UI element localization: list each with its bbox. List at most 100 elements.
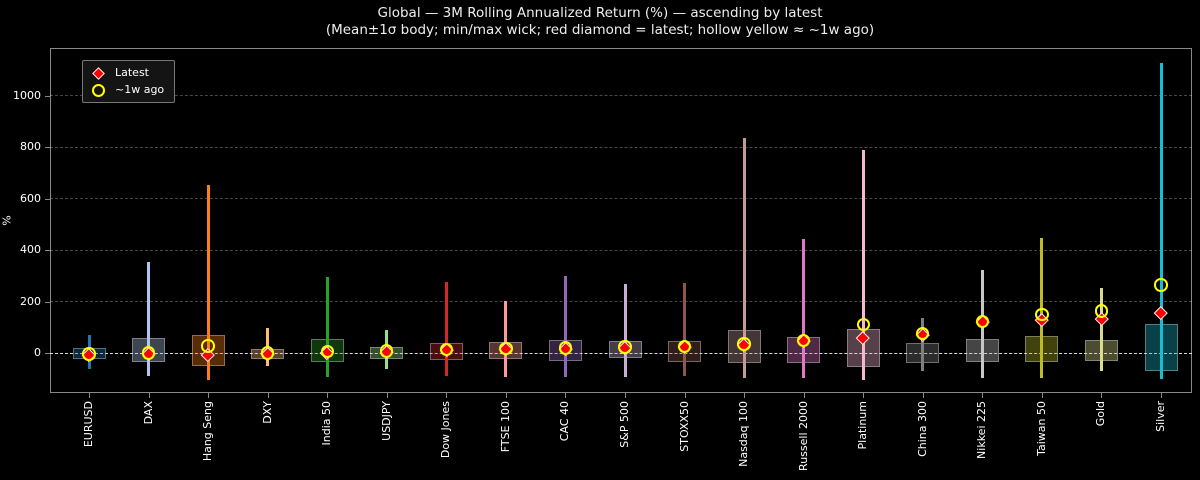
nikkei-225-x-tickmark <box>982 393 984 398</box>
platinum-x-tick-label: Platinum <box>856 401 870 450</box>
eurusd-x-tickmark <box>89 393 90 398</box>
nikkei-225-week-ago-circle <box>975 314 990 329</box>
nikkei-225-x-tick-label: Nikkei 225 <box>975 401 989 459</box>
stoxx50-minmax-wick <box>683 282 687 376</box>
s-p-500-x-tickmark <box>625 393 626 398</box>
y-tick-label-600: 600 <box>20 191 41 205</box>
dax-x-tickmark <box>148 393 150 398</box>
taiwan-50-x-tick-label: Taiwan 50 <box>1034 401 1048 456</box>
china-300-x-tickmark <box>922 393 924 398</box>
taiwan-50-week-ago-circle <box>1035 307 1049 322</box>
ftse-100-x-tick-label: FTSE 100 <box>498 401 512 453</box>
hang-seng-minmax-wick <box>206 185 210 381</box>
cac-40-x-tickmark <box>565 393 567 398</box>
legend-item-latest: Latest <box>91 66 164 80</box>
platinum-x-tickmark <box>863 393 865 398</box>
gold-minmax-wick <box>1099 287 1103 372</box>
cac-40-minmax-wick <box>563 275 567 377</box>
s-p-500-x-tick-label: S&P 500 <box>618 401 631 448</box>
gridline-400 <box>50 249 1192 251</box>
platinum-minmax-wick <box>861 149 865 381</box>
platinum-week-ago-circle <box>856 318 870 332</box>
hang-seng-week-ago-circle <box>201 339 215 353</box>
gold-x-tickmark <box>1101 393 1103 398</box>
week-ago-circle-icon <box>91 83 105 97</box>
taiwan-50-x-tickmark <box>1041 393 1043 398</box>
latest-diamond-icon <box>91 66 105 80</box>
gridline-200 <box>50 301 1192 303</box>
y-axis-label: % <box>0 215 14 226</box>
russell-2000-minmax-wick <box>802 239 806 379</box>
stoxx50-week-ago-circle <box>677 339 692 354</box>
nasdaq-100-minmax-wick <box>742 138 746 378</box>
dow-jones-x-tick-label: Dow Jones <box>439 401 453 459</box>
usdjpy-week-ago-circle <box>380 344 394 358</box>
hang-seng-x-tickmark <box>208 393 210 398</box>
china-300-week-ago-circle <box>916 327 930 341</box>
nasdaq-100-week-ago-circle <box>737 337 751 351</box>
dow-jones-minmax-wick <box>444 281 448 376</box>
eurusd-week-ago-circle <box>82 347 96 361</box>
russell-2000-x-tick-label: Russell 2000 <box>796 401 810 471</box>
y-tick-label-0: 0 <box>34 346 41 360</box>
chart-subtitle: (Mean±1σ body; min/max wick; red diamond… <box>325 22 875 38</box>
nasdaq-100-x-tick-label: Nasdaq 100 <box>737 401 751 467</box>
y-tickmark-200 <box>45 301 50 303</box>
legend-label-week-ago: ~1w ago <box>115 83 165 96</box>
dxy-x-tickmark <box>267 393 269 398</box>
gridline-1000 <box>50 95 1192 97</box>
gridline-600 <box>50 198 1192 200</box>
eurusd-x-tick-label: EURUSD <box>82 401 95 448</box>
silver-x-tick-label: Silver <box>1154 401 1167 432</box>
gold-x-tick-label: Gold <box>1094 401 1108 427</box>
usdjpy-x-tick-label: USDJPY <box>379 401 393 441</box>
dow-jones-week-ago-circle <box>439 342 454 356</box>
legend: Latest ~1w ago <box>82 60 176 103</box>
china-300-x-tick-label: China 300 <box>915 401 929 457</box>
y-tick-label-200: 200 <box>20 294 41 308</box>
plot-area <box>50 48 1192 393</box>
silver-x-tickmark <box>1161 393 1162 398</box>
stoxx50-x-tick-label: STOXX50 <box>677 401 691 452</box>
cac-40-x-tick-label: CAC 40 <box>558 401 572 442</box>
cac-40-week-ago-circle <box>558 341 573 355</box>
y-tickmark-600 <box>45 198 50 200</box>
y-tickmark-800 <box>45 147 50 149</box>
y-tick-label-400: 400 <box>20 243 41 257</box>
gold-week-ago-circle <box>1094 304 1109 318</box>
s-p-500-week-ago-circle <box>618 340 632 354</box>
s-p-500-minmax-wick <box>623 283 627 377</box>
stoxx50-x-tickmark <box>684 393 686 398</box>
dxy-week-ago-circle <box>260 346 275 360</box>
dax-x-tick-label: DAX <box>141 401 155 425</box>
y-tickmark-1000 <box>45 95 50 97</box>
y-tick-label-800: 800 <box>20 140 41 154</box>
silver-week-ago-circle <box>1154 278 1168 292</box>
dax-minmax-wick <box>147 261 151 376</box>
legend-item-week-ago: ~1w ago <box>91 83 164 97</box>
gridline-800 <box>50 146 1192 148</box>
ftse-100-minmax-wick <box>504 301 508 377</box>
ftse-100-x-tickmark <box>505 393 507 398</box>
russell-2000-week-ago-circle <box>796 334 811 348</box>
ftse-100-week-ago-circle <box>499 341 513 355</box>
china-300-minmax-wick <box>921 317 925 372</box>
hang-seng-x-tick-label: Hang Seng <box>201 401 215 462</box>
nasdaq-100-x-tickmark <box>744 393 746 398</box>
silver-minmax-wick <box>1159 63 1163 380</box>
y-tickmark-0 <box>45 353 50 355</box>
russell-2000-x-tickmark <box>803 393 805 398</box>
india-50-x-tickmark <box>327 393 329 398</box>
y-tickmark-400 <box>45 250 50 252</box>
dow-jones-x-tickmark <box>446 393 448 398</box>
chart-title: Global — 3M Rolling Annualized Return (%… <box>377 5 823 21</box>
y-tick-label-1000: 1000 <box>13 88 41 102</box>
usdjpy-x-tickmark <box>386 393 388 398</box>
india-50-minmax-wick <box>325 277 329 377</box>
india-50-x-tick-label: India 50 <box>320 401 334 446</box>
dxy-x-tick-label: DXY <box>260 401 274 424</box>
india-50-week-ago-circle <box>320 344 334 359</box>
dax-week-ago-circle <box>141 346 156 360</box>
legend-label-latest: Latest <box>115 66 149 79</box>
